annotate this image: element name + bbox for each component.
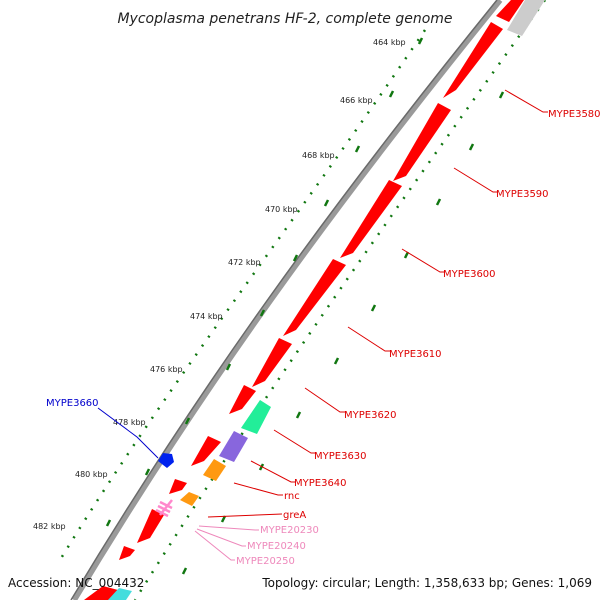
cds-arrow xyxy=(191,436,221,466)
leader-line-blue xyxy=(97,407,159,459)
scale-label-464: 464 kbp xyxy=(373,38,406,47)
leader-lines-pink xyxy=(194,525,259,561)
scale-label-482: 482 kbp xyxy=(33,522,66,531)
scale-label-468: 468 kbp xyxy=(302,151,335,160)
gene-label-mype20250: MYPE20250 xyxy=(236,556,295,567)
gray-feature xyxy=(507,0,545,36)
genome-backbone xyxy=(70,0,503,600)
scale-label-480: 480 kbp xyxy=(75,470,108,479)
cds-arrow xyxy=(340,180,402,258)
gene-label-mype3620: MYPE3620 xyxy=(344,410,397,421)
cyan-feature xyxy=(108,588,132,600)
topology-text: Topology: circular; Length: 1,358,633 bp… xyxy=(261,576,592,590)
scale-label-472: 472 kbp xyxy=(228,258,261,267)
scale-ring-outer xyxy=(58,29,427,561)
scale-label-466: 466 kbp xyxy=(340,96,373,105)
gene-label-mype20240: MYPE20240 xyxy=(247,541,306,552)
scale-label-470: 470 kbp xyxy=(265,205,298,214)
gene-label-mype3640: MYPE3640 xyxy=(294,478,347,489)
cds-arrow xyxy=(119,546,135,560)
cds-arrow xyxy=(443,22,503,98)
purple-feature xyxy=(219,431,248,462)
gene-labels: MYPE3580 MYPE3590 MYPE3600 MYPE3610 MYPE… xyxy=(46,109,600,567)
cds-arrow xyxy=(283,259,346,336)
gene-label-mype20230: MYPE20230 xyxy=(260,525,319,536)
gene-label-mype3610: MYPE3610 xyxy=(389,349,442,360)
cds-arrow xyxy=(137,509,164,543)
pink-feature xyxy=(155,499,173,518)
orange-feature-small xyxy=(180,492,199,506)
blue-feature xyxy=(158,453,174,468)
orange-feature xyxy=(203,459,226,481)
scale-label-476: 476 kbp xyxy=(150,365,183,374)
gene-label-mype3600: MYPE3600 xyxy=(443,269,496,280)
leader-lines xyxy=(207,89,548,518)
cds-arrow xyxy=(229,385,256,414)
cds-arrow xyxy=(252,338,292,387)
gene-label-mype3580: MYPE3580 xyxy=(548,109,600,120)
scale-ticks xyxy=(105,37,505,575)
cds-arrow xyxy=(169,479,187,494)
gene-label-grea: greA xyxy=(283,510,306,521)
cds-arrow xyxy=(393,103,451,181)
cds-arrow xyxy=(496,0,524,22)
gene-label-rnc: rnc xyxy=(284,491,300,502)
gene-label-mype3590: MYPE3590 xyxy=(496,189,549,200)
scale-ring-inner xyxy=(133,0,547,600)
scale-labels: 464 kbp 466 kbp 468 kbp 470 kbp 472 kbp … xyxy=(33,38,406,531)
accession-text: Accession: NC_004432 xyxy=(8,576,144,590)
green-feature xyxy=(241,400,271,434)
map-title: Mycoplasma penetrans HF-2, complete geno… xyxy=(117,11,452,27)
scale-label-474: 474 kbp xyxy=(190,312,223,321)
cds-arrow xyxy=(84,586,118,600)
gene-label-mype3660: MYPE3660 xyxy=(46,398,99,409)
gene-label-mype3630: MYPE3630 xyxy=(314,451,367,462)
scale-label-478: 478 kbp xyxy=(113,418,146,427)
cds-features xyxy=(84,0,524,600)
